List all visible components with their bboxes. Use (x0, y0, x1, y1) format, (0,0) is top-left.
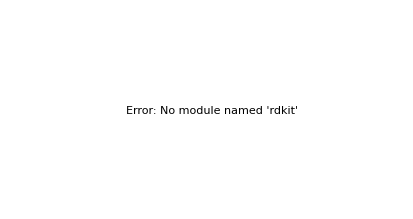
Text: Error: No module named 'rdkit': Error: No module named 'rdkit' (126, 106, 298, 116)
